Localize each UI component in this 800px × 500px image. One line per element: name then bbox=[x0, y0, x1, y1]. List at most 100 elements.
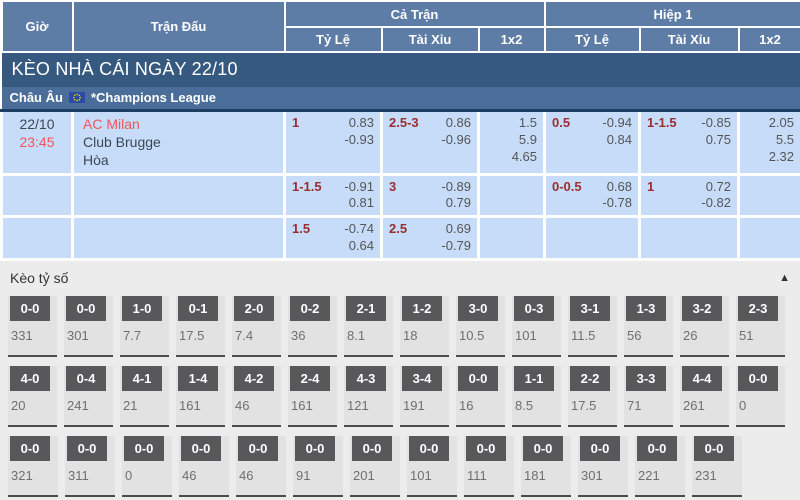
score-label[interactable]: 0-0 bbox=[181, 436, 221, 462]
score-label[interactable]: 4-1 bbox=[122, 366, 162, 392]
score-label[interactable]: 0-0 bbox=[637, 436, 677, 462]
odds-value[interactable]: -0.93 bbox=[344, 131, 374, 147]
odds-value[interactable]: 2.05 bbox=[768, 115, 794, 130]
score-label[interactable]: 3-4 bbox=[402, 366, 442, 392]
score-label[interactable]: 3-2 bbox=[682, 296, 722, 322]
score-cell[interactable]: 0-0 16 bbox=[456, 366, 505, 428]
odds-value[interactable]: 0.69 bbox=[445, 221, 471, 237]
odds-cell-ft-handicap[interactable]: 1 0.83 -0.93 bbox=[283, 109, 383, 176]
score-cell[interactable]: 0-0 201 bbox=[350, 436, 400, 498]
score-cell[interactable]: 0-0 301 bbox=[578, 436, 628, 498]
score-cell[interactable]: 0-0 111 bbox=[464, 436, 514, 498]
score-label[interactable]: 0-0 bbox=[66, 296, 106, 322]
score-cell[interactable]: 4-4 261 bbox=[680, 366, 729, 428]
odds-value[interactable]: 0.64 bbox=[348, 238, 374, 254]
odds-cell-ft-handicap[interactable]: 1-1.5 -0.91 0.81 bbox=[283, 172, 383, 219]
odds-cell-h1-1x2[interactable] bbox=[737, 215, 800, 262]
odds-value[interactable]: -0.85 bbox=[701, 115, 731, 130]
odds-value[interactable]: 0.72 bbox=[705, 178, 731, 194]
score-label[interactable]: 4-4 bbox=[682, 366, 722, 392]
score-label[interactable]: 0-0 bbox=[295, 436, 335, 462]
odds-value[interactable]: 5.5 bbox=[775, 131, 794, 147]
odds-cell-h1-1x2[interactable]: 2.05 5.5 2.32 bbox=[737, 109, 800, 176]
odds-cell-h1-over-under[interactable] bbox=[638, 215, 740, 262]
score-cell[interactable]: 0-0 221 bbox=[635, 436, 685, 498]
score-label[interactable]: 0-0 bbox=[738, 366, 778, 392]
score-cell[interactable]: 3-2 26 bbox=[680, 296, 729, 358]
score-cell[interactable]: 2-2 17.5 bbox=[568, 366, 617, 428]
score-cell[interactable]: 3-0 10.5 bbox=[456, 296, 505, 358]
score-label[interactable]: 0-2 bbox=[290, 296, 330, 322]
score-cell[interactable]: 4-2 46 bbox=[232, 366, 281, 428]
odds-value[interactable]: 0.68 bbox=[606, 178, 632, 194]
score-label[interactable]: 0-4 bbox=[66, 366, 106, 392]
odds-value[interactable]: 0.79 bbox=[445, 195, 471, 211]
score-label[interactable]: 1-0 bbox=[122, 296, 162, 322]
score-label[interactable]: 2-1 bbox=[346, 296, 386, 322]
score-label[interactable]: 3-0 bbox=[458, 296, 498, 322]
score-cell[interactable]: 0-0 91 bbox=[293, 436, 343, 498]
score-cell[interactable]: 0-3 101 bbox=[512, 296, 561, 358]
score-cell[interactable]: 0-0 331 bbox=[8, 296, 57, 358]
score-label[interactable]: 0-0 bbox=[466, 436, 506, 462]
league-row[interactable]: Châu Âu *Champions League bbox=[1, 87, 800, 112]
score-cell[interactable]: 0-0 46 bbox=[236, 436, 286, 498]
score-label[interactable]: 1-2 bbox=[402, 296, 442, 322]
odds-cell-ft-over-under[interactable]: 2.5-3 0.86 -0.96 bbox=[380, 109, 480, 176]
score-label[interactable]: 0-0 bbox=[580, 436, 620, 462]
score-label[interactable]: 0-0 bbox=[10, 296, 50, 322]
collapse-arrow-icon[interactable]: ▲ bbox=[779, 271, 790, 284]
odds-cell-h1-over-under[interactable]: 1-1.5 -0.85 0.75 bbox=[638, 109, 740, 176]
score-label[interactable]: 0-0 bbox=[694, 436, 734, 462]
score-cell[interactable]: 0-0 46 bbox=[179, 436, 229, 498]
odds-value[interactable]: -0.91 bbox=[344, 178, 374, 194]
odds-cell-ft-over-under[interactable]: 3 -0.89 0.79 bbox=[380, 172, 480, 219]
score-cell[interactable]: 0-0 181 bbox=[521, 436, 571, 498]
odds-value[interactable]: -0.78 bbox=[602, 195, 632, 211]
score-cell[interactable]: 0-4 241 bbox=[64, 366, 113, 428]
score-cell[interactable]: 1-4 161 bbox=[176, 366, 225, 428]
score-label[interactable]: 2-3 bbox=[738, 296, 778, 322]
odds-cell-ft-1x2[interactable] bbox=[477, 215, 546, 262]
odds-value[interactable]: 4.65 bbox=[511, 148, 537, 164]
odds-cell-ft-handicap[interactable]: 1.5 -0.74 0.64 bbox=[283, 215, 383, 262]
score-label[interactable]: 4-2 bbox=[234, 366, 274, 392]
odds-value[interactable]: -0.82 bbox=[701, 195, 731, 211]
odds-cell-h1-1x2[interactable] bbox=[737, 172, 800, 219]
score-label[interactable]: 2-0 bbox=[234, 296, 274, 322]
score-cell[interactable]: 3-1 11.5 bbox=[568, 296, 617, 358]
score-label[interactable]: 0-0 bbox=[409, 436, 449, 462]
score-label[interactable]: 1-1 bbox=[514, 366, 554, 392]
score-cell[interactable]: 0-0 231 bbox=[692, 436, 742, 498]
odds-cell-h1-handicap[interactable] bbox=[543, 215, 641, 262]
score-label[interactable]: 0-1 bbox=[178, 296, 218, 322]
score-cell[interactable]: 3-4 191 bbox=[400, 366, 449, 428]
score-label[interactable]: 0-0 bbox=[458, 366, 498, 392]
score-cell[interactable]: 2-0 7.4 bbox=[232, 296, 281, 358]
score-cell[interactable]: 0-0 311 bbox=[65, 436, 115, 498]
score-label[interactable]: 0-0 bbox=[10, 436, 50, 462]
score-cell[interactable]: 1-3 56 bbox=[624, 296, 673, 358]
odds-cell-ft-over-under[interactable]: 2.5 0.69 -0.79 bbox=[380, 215, 480, 262]
odds-value[interactable]: 0.86 bbox=[445, 115, 471, 130]
odds-value[interactable]: 0.75 bbox=[705, 131, 731, 147]
odds-value[interactable]: 0.84 bbox=[606, 131, 632, 147]
score-cell[interactable]: 0-1 17.5 bbox=[176, 296, 225, 358]
score-cell[interactable]: 1-2 18 bbox=[400, 296, 449, 358]
odds-value[interactable]: 2.32 bbox=[768, 148, 794, 164]
odds-value[interactable]: 5.9 bbox=[518, 131, 537, 147]
score-label[interactable]: 0-3 bbox=[514, 296, 554, 322]
score-label[interactable]: 2-2 bbox=[570, 366, 610, 392]
score-cell[interactable]: 4-1 21 bbox=[120, 366, 169, 428]
score-cell[interactable]: 0-0 321 bbox=[8, 436, 58, 498]
score-label[interactable]: 0-0 bbox=[124, 436, 164, 462]
odds-cell-h1-over-under[interactable]: 1 0.72 -0.82 bbox=[638, 172, 740, 219]
odds-value[interactable]: -0.94 bbox=[602, 115, 632, 130]
odds-value[interactable]: 1.5 bbox=[518, 115, 537, 130]
score-cell[interactable]: 2-1 8.1 bbox=[344, 296, 393, 358]
odds-cell-h1-handicap[interactable]: 0.5 -0.94 0.84 bbox=[543, 109, 641, 176]
score-cell[interactable]: 2-4 161 bbox=[288, 366, 337, 428]
odds-value[interactable]: -0.79 bbox=[441, 238, 471, 254]
home-team[interactable]: AC Milan bbox=[83, 116, 140, 132]
odds-value[interactable]: -0.96 bbox=[441, 131, 471, 147]
